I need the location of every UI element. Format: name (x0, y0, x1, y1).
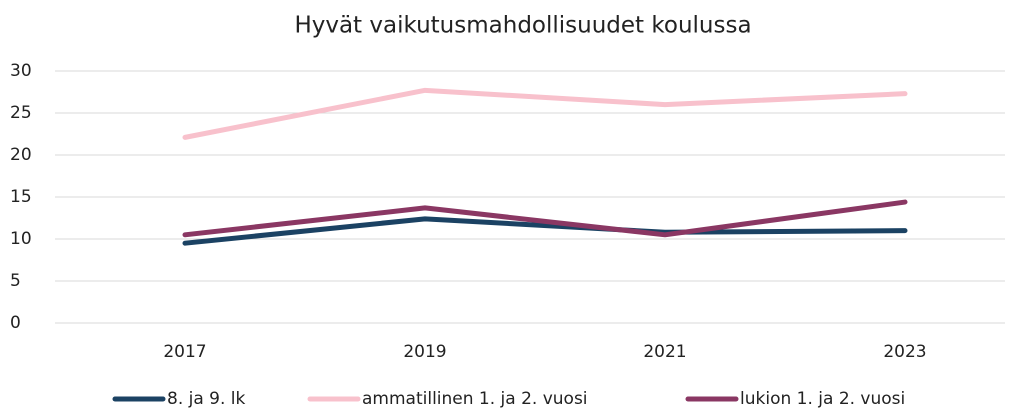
x-tick-label: 2017 (163, 342, 206, 362)
x-tick-label: 2019 (403, 342, 446, 362)
x-tick-label: 2021 (643, 342, 686, 362)
y-tick-label: 30 (10, 61, 32, 81)
legend-label: ammatillinen 1. ja 2. vuosi (362, 389, 588, 409)
y-tick-label: 25 (10, 103, 32, 123)
y-tick-label: 20 (10, 145, 32, 165)
legend-label: lukion 1. ja 2. vuosi (740, 389, 905, 409)
y-tick-label: 5 (10, 271, 21, 291)
series-line (182, 87, 908, 140)
legend-label: 8. ja 9. lk (167, 389, 246, 409)
series-line (182, 216, 908, 246)
x-tick-label: 2023 (883, 342, 926, 362)
series-line (182, 199, 908, 238)
y-tick-label: 10 (10, 229, 32, 249)
chart-title: Hyvät vaikutusmahdollisuudet koulussa (294, 13, 751, 39)
y-tick-label: 15 (10, 187, 32, 207)
y-tick-label: 0 (10, 313, 21, 333)
